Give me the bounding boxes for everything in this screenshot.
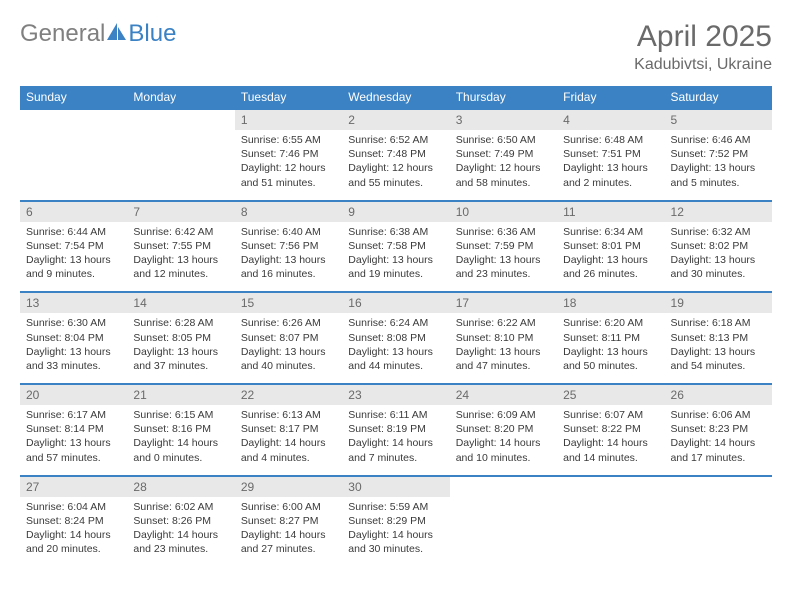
day-data-row: Sunrise: 6:44 AMSunset: 7:54 PMDaylight:…: [20, 222, 772, 293]
day-data-cell: Sunrise: 6:02 AMSunset: 8:26 PMDaylight:…: [127, 497, 234, 567]
day-data-cell: [20, 130, 127, 201]
day-data-cell: Sunrise: 6:38 AMSunset: 7:58 PMDaylight:…: [342, 222, 449, 293]
day-data-cell: Sunrise: 6:34 AMSunset: 8:01 PMDaylight:…: [557, 222, 664, 293]
day-number-cell: 9: [342, 201, 449, 222]
day-number-cell: 12: [665, 201, 772, 222]
day-number-cell: 3: [450, 109, 557, 130]
day-number-row: 27282930: [20, 476, 772, 497]
day-number-cell: [450, 476, 557, 497]
calendar-table: SundayMondayTuesdayWednesdayThursdayFrid…: [20, 86, 772, 566]
day-number-cell: 19: [665, 292, 772, 313]
day-number-cell: 20: [20, 384, 127, 405]
day-number-cell: 23: [342, 384, 449, 405]
sail-icon: [107, 20, 127, 48]
brand-part2: Blue: [128, 20, 176, 48]
dow-header-cell: Saturday: [665, 86, 772, 109]
day-data-cell: Sunrise: 6:13 AMSunset: 8:17 PMDaylight:…: [235, 405, 342, 476]
day-number-cell: 8: [235, 201, 342, 222]
day-number-cell: [557, 476, 664, 497]
dow-header-cell: Thursday: [450, 86, 557, 109]
day-data-cell: Sunrise: 6:55 AMSunset: 7:46 PMDaylight:…: [235, 130, 342, 201]
dow-header-row: SundayMondayTuesdayWednesdayThursdayFrid…: [20, 86, 772, 109]
day-data-cell: Sunrise: 6:00 AMSunset: 8:27 PMDaylight:…: [235, 497, 342, 567]
day-data-cell: Sunrise: 6:17 AMSunset: 8:14 PMDaylight:…: [20, 405, 127, 476]
day-number-cell: 25: [557, 384, 664, 405]
calendar-page: General Blue April 2025 Kadubivtsi, Ukra…: [0, 0, 792, 576]
day-data-cell: [665, 497, 772, 567]
day-data-cell: [450, 497, 557, 567]
day-number-cell: 30: [342, 476, 449, 497]
day-data-cell: Sunrise: 6:40 AMSunset: 7:56 PMDaylight:…: [235, 222, 342, 293]
day-data-row: Sunrise: 6:30 AMSunset: 8:04 PMDaylight:…: [20, 313, 772, 384]
day-number-cell: 5: [665, 109, 772, 130]
day-data-cell: Sunrise: 6:50 AMSunset: 7:49 PMDaylight:…: [450, 130, 557, 201]
day-number-row: 6789101112: [20, 201, 772, 222]
day-data-row: Sunrise: 6:04 AMSunset: 8:24 PMDaylight:…: [20, 497, 772, 567]
day-number-row: 12345: [20, 109, 772, 130]
day-data-cell: [127, 130, 234, 201]
day-data-cell: Sunrise: 6:36 AMSunset: 7:59 PMDaylight:…: [450, 222, 557, 293]
day-data-cell: Sunrise: 6:24 AMSunset: 8:08 PMDaylight:…: [342, 313, 449, 384]
day-data-cell: Sunrise: 6:30 AMSunset: 8:04 PMDaylight:…: [20, 313, 127, 384]
day-number-cell: 28: [127, 476, 234, 497]
day-data-cell: Sunrise: 6:52 AMSunset: 7:48 PMDaylight:…: [342, 130, 449, 201]
day-data-cell: Sunrise: 6:11 AMSunset: 8:19 PMDaylight:…: [342, 405, 449, 476]
day-number-cell: 16: [342, 292, 449, 313]
day-data-cell: Sunrise: 5:59 AMSunset: 8:29 PMDaylight:…: [342, 497, 449, 567]
day-data-row: Sunrise: 6:55 AMSunset: 7:46 PMDaylight:…: [20, 130, 772, 201]
day-number-cell: 27: [20, 476, 127, 497]
day-data-cell: Sunrise: 6:18 AMSunset: 8:13 PMDaylight:…: [665, 313, 772, 384]
day-number-cell: 17: [450, 292, 557, 313]
dow-header-cell: Wednesday: [342, 86, 449, 109]
dow-header-cell: Friday: [557, 86, 664, 109]
day-number-cell: [127, 109, 234, 130]
day-data-cell: Sunrise: 6:22 AMSunset: 8:10 PMDaylight:…: [450, 313, 557, 384]
day-number-row: 13141516171819: [20, 292, 772, 313]
brand-logo: General Blue: [20, 20, 176, 48]
day-data-cell: Sunrise: 6:09 AMSunset: 8:20 PMDaylight:…: [450, 405, 557, 476]
location-label: Kadubivtsi, Ukraine: [634, 56, 772, 74]
page-header: General Blue April 2025 Kadubivtsi, Ukra…: [20, 20, 772, 74]
day-data-cell: Sunrise: 6:04 AMSunset: 8:24 PMDaylight:…: [20, 497, 127, 567]
day-data-cell: Sunrise: 6:32 AMSunset: 8:02 PMDaylight:…: [665, 222, 772, 293]
day-data-cell: Sunrise: 6:07 AMSunset: 8:22 PMDaylight:…: [557, 405, 664, 476]
day-number-cell: [20, 109, 127, 130]
day-data-cell: Sunrise: 6:06 AMSunset: 8:23 PMDaylight:…: [665, 405, 772, 476]
day-number-cell: 6: [20, 201, 127, 222]
day-data-cell: Sunrise: 6:46 AMSunset: 7:52 PMDaylight:…: [665, 130, 772, 201]
day-data-cell: Sunrise: 6:44 AMSunset: 7:54 PMDaylight:…: [20, 222, 127, 293]
day-number-cell: [665, 476, 772, 497]
day-number-cell: 21: [127, 384, 234, 405]
day-number-cell: 4: [557, 109, 664, 130]
day-number-row: 20212223242526: [20, 384, 772, 405]
brand-part1: General: [20, 20, 105, 48]
day-number-cell: 13: [20, 292, 127, 313]
month-title: April 2025: [634, 20, 772, 54]
day-data-cell: Sunrise: 6:26 AMSunset: 8:07 PMDaylight:…: [235, 313, 342, 384]
day-number-cell: 10: [450, 201, 557, 222]
day-number-cell: 24: [450, 384, 557, 405]
dow-header-cell: Monday: [127, 86, 234, 109]
day-number-cell: 14: [127, 292, 234, 313]
day-number-cell: 26: [665, 384, 772, 405]
day-number-cell: 2: [342, 109, 449, 130]
day-number-cell: 7: [127, 201, 234, 222]
day-data-cell: Sunrise: 6:48 AMSunset: 7:51 PMDaylight:…: [557, 130, 664, 201]
dow-header-cell: Tuesday: [235, 86, 342, 109]
title-block: April 2025 Kadubivtsi, Ukraine: [634, 20, 772, 74]
day-data-cell: [557, 497, 664, 567]
day-data-cell: Sunrise: 6:42 AMSunset: 7:55 PMDaylight:…: [127, 222, 234, 293]
day-data-row: Sunrise: 6:17 AMSunset: 8:14 PMDaylight:…: [20, 405, 772, 476]
day-number-cell: 15: [235, 292, 342, 313]
day-data-cell: Sunrise: 6:28 AMSunset: 8:05 PMDaylight:…: [127, 313, 234, 384]
day-number-cell: 22: [235, 384, 342, 405]
day-number-cell: 18: [557, 292, 664, 313]
day-number-cell: 11: [557, 201, 664, 222]
day-number-cell: 29: [235, 476, 342, 497]
day-number-cell: 1: [235, 109, 342, 130]
day-data-cell: Sunrise: 6:15 AMSunset: 8:16 PMDaylight:…: [127, 405, 234, 476]
day-data-cell: Sunrise: 6:20 AMSunset: 8:11 PMDaylight:…: [557, 313, 664, 384]
dow-header-cell: Sunday: [20, 86, 127, 109]
